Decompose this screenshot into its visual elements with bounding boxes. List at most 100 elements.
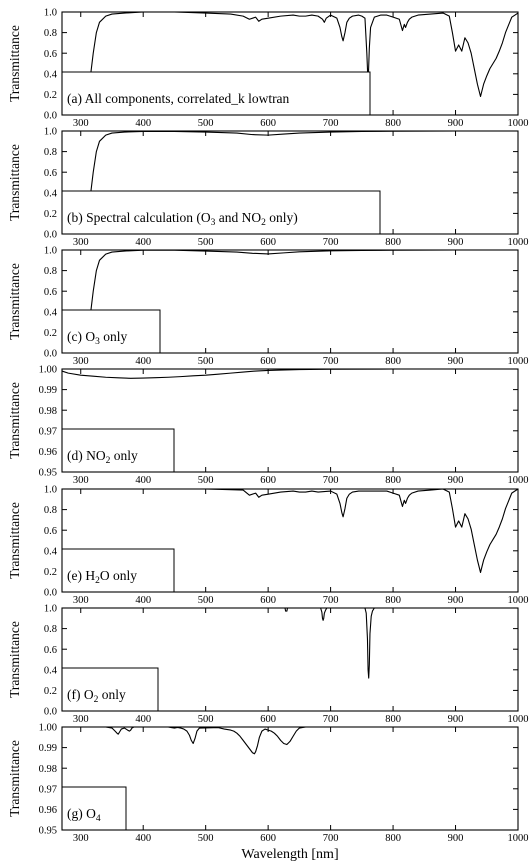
x-tick-label: 600 bbox=[260, 356, 276, 367]
x-tick-label: 300 bbox=[73, 475, 89, 486]
x-tick-label: 600 bbox=[260, 237, 276, 248]
y-tick-label: 0.96 bbox=[39, 447, 57, 458]
panel-d: 0.95 0.96 0.97 0.98 0.99 1.00 300 400 500 600 700 8… bbox=[7, 365, 529, 486]
y-tick-label: 1.00 bbox=[39, 723, 57, 734]
y-axis-label: Transmittance bbox=[7, 621, 22, 698]
x-tick-label: 400 bbox=[135, 475, 151, 486]
series-line bbox=[61, 368, 518, 379]
y-tick-label: 0.8 bbox=[44, 505, 57, 516]
y-tick-label: 1.0 bbox=[44, 8, 57, 19]
panel-label: (e) H2O only bbox=[67, 568, 137, 586]
panel-b: 0.0 0.2 0.4 0.6 0.8 1.0 300 400 500 600 700 800 900 1… bbox=[7, 127, 529, 248]
x-tick-label: 1000 bbox=[508, 356, 529, 367]
x-tick-label: 900 bbox=[448, 356, 464, 367]
panel-label: (g) O4 bbox=[67, 806, 101, 824]
x-tick-label: 400 bbox=[135, 714, 151, 725]
x-tick-label: 1000 bbox=[508, 714, 529, 725]
x-tick-label: 1000 bbox=[508, 833, 529, 844]
x-tick-label: 800 bbox=[385, 118, 401, 129]
y-axis-label: Transmittance bbox=[7, 144, 22, 221]
x-tick-label: 800 bbox=[385, 595, 401, 606]
x-tick-label: 300 bbox=[73, 714, 89, 725]
y-axis-label: Transmittance bbox=[7, 263, 22, 340]
y-tick-label: 0.8 bbox=[44, 28, 57, 39]
y-tick-label: 0.95 bbox=[39, 826, 57, 837]
x-tick-label: 700 bbox=[323, 237, 339, 248]
y-tick-label: 1.0 bbox=[44, 485, 57, 496]
x-tick-label: 1000 bbox=[508, 237, 529, 248]
panel-c: 0.0 0.2 0.4 0.6 0.8 1.0 300 400 500 600 700 800 900 1… bbox=[7, 246, 529, 367]
y-tick-label: 1.0 bbox=[44, 127, 57, 138]
x-tick-label: 600 bbox=[260, 833, 276, 844]
panel-label-box bbox=[61, 548, 175, 593]
x-tick-label: 600 bbox=[260, 595, 276, 606]
y-tick-label: 0.4 bbox=[44, 188, 58, 199]
y-tick-label: 0.0 bbox=[44, 349, 57, 360]
x-tick-label: 400 bbox=[135, 118, 151, 129]
x-tick-label: 700 bbox=[323, 356, 339, 367]
plot-frame bbox=[61, 607, 519, 712]
panel-label-box bbox=[61, 309, 161, 354]
x-tick-label: 1000 bbox=[508, 475, 529, 486]
y-tick-label: 0.4 bbox=[44, 665, 58, 676]
x-tick-label: 1000 bbox=[508, 118, 529, 129]
y-tick-label: 0.97 bbox=[39, 426, 57, 437]
y-tick-label: 0.2 bbox=[44, 328, 57, 339]
y-tick-label: 0.97 bbox=[39, 784, 57, 795]
y-tick-label: 0.6 bbox=[44, 287, 57, 298]
y-tick-label: 1.0 bbox=[44, 604, 57, 615]
x-tick-label: 600 bbox=[260, 475, 276, 486]
panel-e: 0.0 0.2 0.4 0.6 0.8 1.0 300 400 500 600 700 800 900 1… bbox=[7, 485, 529, 606]
y-tick-label: 0.4 bbox=[44, 69, 58, 80]
x-tick-label: 300 bbox=[73, 833, 89, 844]
x-tick-label: 900 bbox=[448, 475, 464, 486]
panel-label-box bbox=[61, 71, 371, 116]
y-tick-label: 0.99 bbox=[39, 385, 57, 396]
x-tick-label: 300 bbox=[73, 237, 89, 248]
y-tick-label: 1.0 bbox=[44, 246, 57, 257]
x-tick-label: 500 bbox=[198, 475, 214, 486]
y-axis-label: Transmittance bbox=[7, 382, 22, 459]
x-axis-label: Wavelength [nm] bbox=[241, 847, 338, 862]
x-tick-label: 800 bbox=[385, 833, 401, 844]
panel-label-box bbox=[61, 428, 175, 473]
x-tick-label: 300 bbox=[73, 356, 89, 367]
y-tick-label: 0.8 bbox=[44, 266, 57, 277]
x-tick-label: 300 bbox=[73, 118, 89, 129]
x-tick-label: 600 bbox=[260, 714, 276, 725]
panel-label: (d) NO2 only bbox=[67, 448, 138, 466]
x-tick-label: 400 bbox=[135, 356, 151, 367]
series-line bbox=[62, 726, 518, 755]
y-tick-label: 0.8 bbox=[44, 147, 57, 158]
panel-label: (f) O2 only bbox=[67, 687, 126, 705]
panel-label: (a) All components, correlated_k lowtran bbox=[67, 91, 290, 106]
x-tick-label: 500 bbox=[198, 714, 214, 725]
y-tick-label: 0.6 bbox=[44, 645, 57, 656]
y-axis-label: Transmittance bbox=[7, 502, 22, 579]
y-tick-label: 0.96 bbox=[39, 805, 57, 816]
y-tick-label: 0.8 bbox=[44, 624, 57, 635]
y-tick-label: 0.2 bbox=[44, 209, 57, 220]
x-tick-label: 500 bbox=[198, 595, 214, 606]
plot-frame bbox=[61, 368, 519, 473]
y-tick-label: 0.2 bbox=[44, 90, 57, 101]
x-tick-label: 900 bbox=[448, 237, 464, 248]
x-tick-label: 800 bbox=[385, 356, 401, 367]
x-tick-label: 1000 bbox=[508, 595, 529, 606]
y-tick-label: 0.6 bbox=[44, 168, 57, 179]
x-tick-label: 700 bbox=[323, 475, 339, 486]
plot-frame bbox=[61, 726, 519, 831]
y-tick-label: 0.99 bbox=[39, 743, 57, 754]
y-tick-label: 0.4 bbox=[44, 307, 58, 318]
x-tick-label: 800 bbox=[385, 475, 401, 486]
y-tick-label: 0.2 bbox=[44, 567, 57, 578]
x-tick-label: 400 bbox=[135, 237, 151, 248]
y-tick-label: 0.0 bbox=[44, 111, 57, 122]
y-axis-label: Transmittance bbox=[7, 740, 22, 817]
series-line bbox=[62, 488, 519, 573]
x-tick-label: 800 bbox=[385, 237, 401, 248]
plot-frame bbox=[61, 488, 519, 593]
x-tick-label: 700 bbox=[323, 714, 339, 725]
panel-a: 0.0 0.2 0.4 0.6 0.8 1.0 300 400 500 600 700 800 900 1… bbox=[7, 8, 529, 129]
